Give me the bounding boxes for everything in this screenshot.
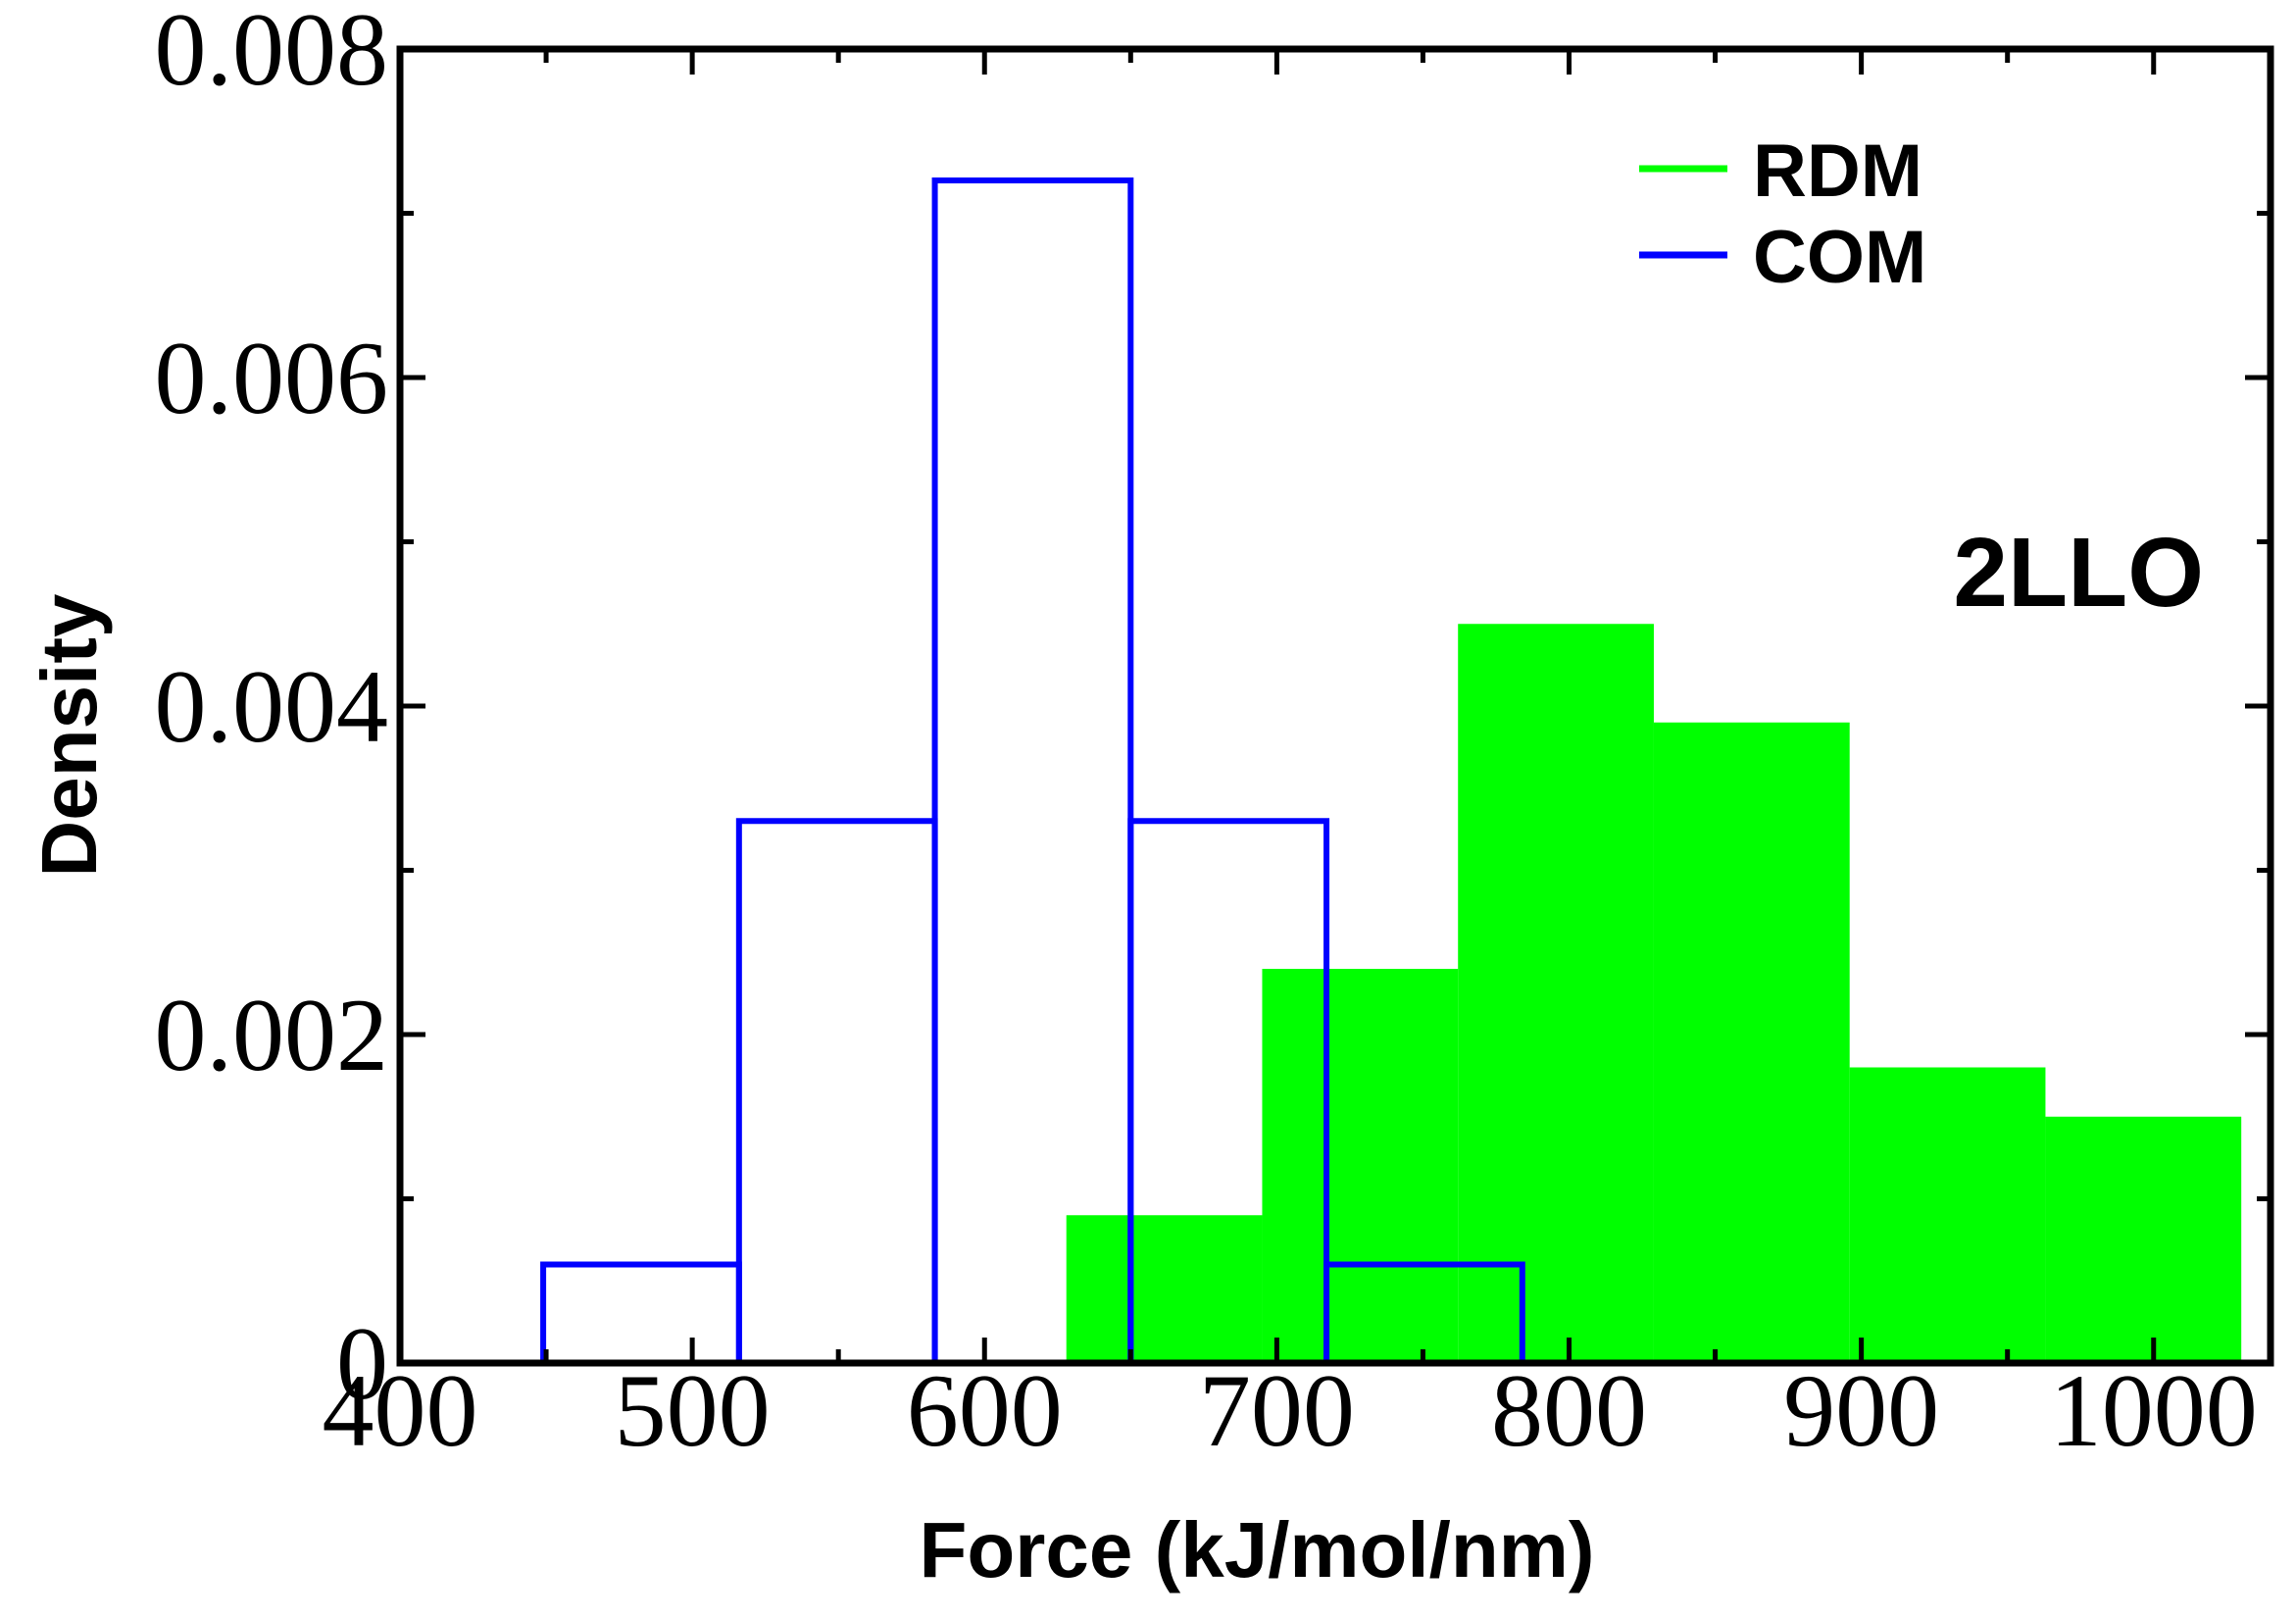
x-tick-label: 900	[1783, 1353, 1939, 1468]
bar-rdm-0	[1066, 1215, 1263, 1363]
y-tick-label: 0.006	[155, 321, 389, 435]
plot-frame	[396, 45, 2274, 1367]
y-axis-title: Density	[25, 593, 113, 877]
legend: RDM COM	[1639, 129, 1926, 299]
x-tick-label: 400	[323, 1353, 478, 1468]
y-tick-label: 0	[336, 1306, 388, 1421]
y-tick-label: 0.008	[155, 0, 389, 107]
bar-com-0	[540, 1261, 742, 1366]
bar-rdm-5	[2045, 1116, 2242, 1363]
bar-rdm-4	[1849, 1067, 2046, 1363]
x-axis-title: Force (kJ/mol/nm)	[919, 1506, 1594, 1593]
tick-labels-layer: 400 500 600 700 800 900 1000 0 0.002 0.004 0.006 0.…	[155, 0, 2258, 1468]
x-tick-label: 700	[1199, 1353, 1355, 1468]
x-tick-label: 800	[1491, 1353, 1647, 1468]
x-tick-label: 1000	[2050, 1353, 2258, 1468]
bar-rdm-1	[1262, 969, 1459, 1363]
x-tick-label: 600	[907, 1353, 1063, 1468]
x-tick-label: 500	[615, 1353, 771, 1468]
y-tick-label: 0.002	[155, 978, 389, 1092]
annotation-label: 2LLO	[1953, 518, 2204, 628]
bar-rdm-2	[1458, 624, 1654, 1363]
legend-label-com: COM	[1753, 216, 1926, 299]
bar-com-1	[735, 818, 938, 1366]
bar-com-2	[931, 177, 1134, 1366]
bar-rdm-3	[1653, 722, 1850, 1363]
y-tick-label: 0.004	[155, 649, 389, 764]
bars-layer	[540, 177, 2242, 1366]
legend-label-rdm: RDM	[1753, 129, 1922, 213]
